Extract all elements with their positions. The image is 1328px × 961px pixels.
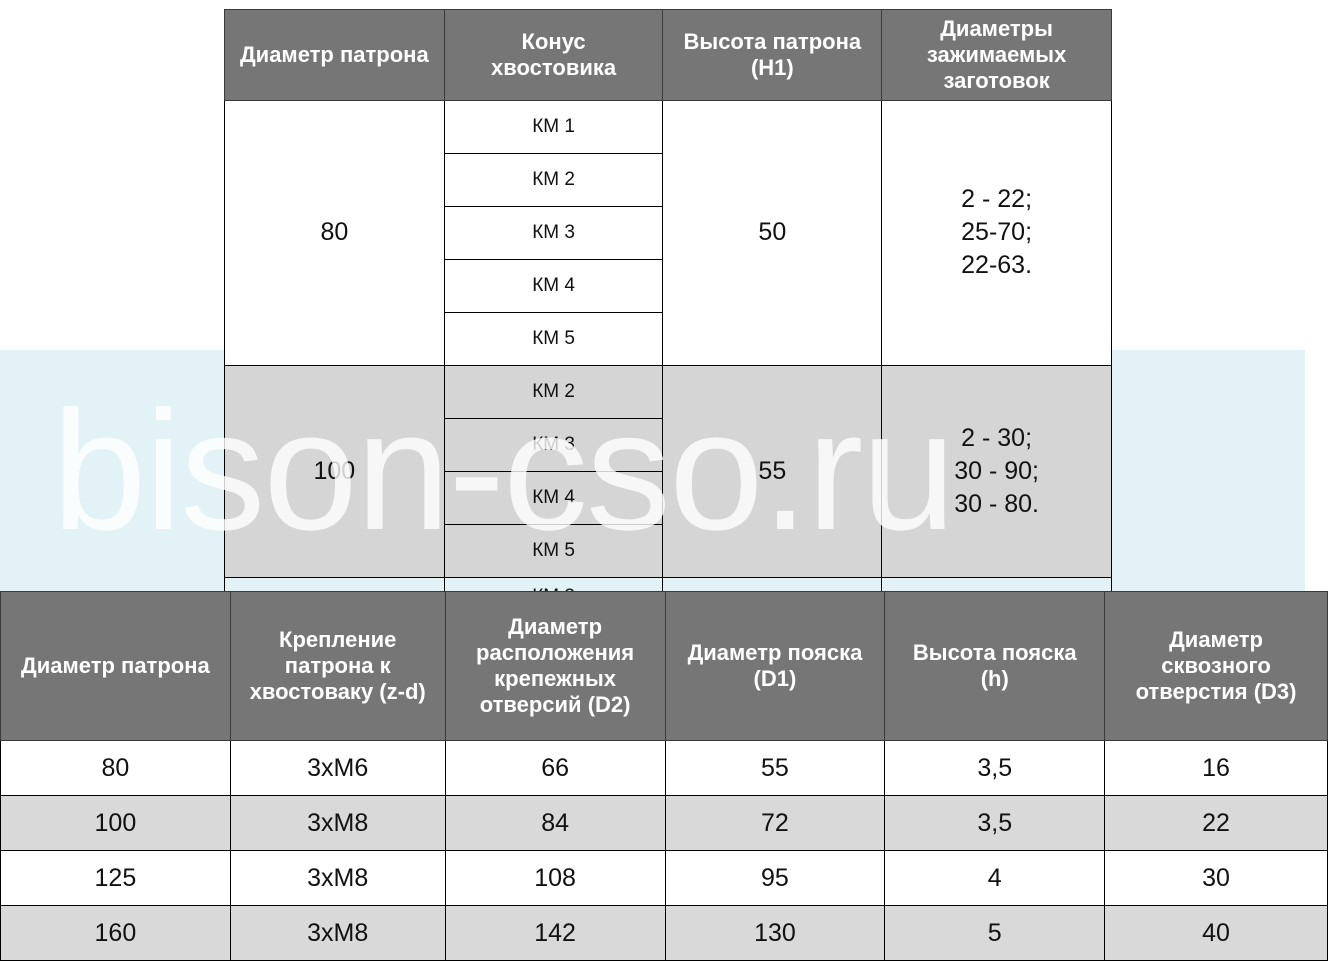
- table1-header: Диаметр патрона Конус хвостовика Высота …: [224, 9, 1112, 101]
- cone-item: КМ 3: [444, 206, 663, 260]
- table2-col-mount: Крепление патрона к хвостоваку (z-d): [229, 591, 446, 741]
- cell-d3: 16: [1104, 740, 1328, 796]
- table2-col-h-line2: (h): [980, 666, 1009, 691]
- cone-sublist: КМ 2 КМ 3 КМ 4 КМ 5: [444, 365, 663, 577]
- table2-col-h-line1: Высота пояска: [912, 640, 1077, 666]
- specification-table-2: Диаметр патрона Крепление патрона к хвос…: [0, 591, 1328, 961]
- table2-col-d3: Диаметр сквозного отверстия (D3): [1104, 591, 1328, 741]
- cell-d3: 22: [1104, 795, 1328, 851]
- cell-height: 50: [662, 99, 883, 366]
- clamp-line: 22-63.: [961, 251, 1033, 280]
- table2-header-row: Диаметр патрона Крепление патрона к хвос…: [0, 591, 1328, 741]
- table2-col-d2: Диаметр расположения крепежных отверсий …: [444, 591, 666, 741]
- table2-col-d1-line2: (D1): [753, 666, 797, 691]
- table2-col-d3-line2: сквозного: [1161, 653, 1271, 679]
- table2-header: Диаметр патрона Крепление патрона к хвос…: [0, 591, 1328, 741]
- table1-col-height-line1: Высота патрона: [683, 28, 862, 54]
- table1-col-clamp-line2: зажимаемых: [926, 41, 1067, 67]
- cell-d3: 40: [1104, 905, 1328, 961]
- cell-cone-list: КМ 1 КМ 2 КМ 3 КМ 4 КМ 5: [443, 99, 664, 366]
- table1-col-diameter: Диаметр патрона: [224, 9, 445, 101]
- cone-item: КМ 4: [444, 471, 663, 525]
- cone-sublist: КМ 1 КМ 2 КМ 3 КМ 4 КМ 5: [444, 100, 663, 365]
- cell-mount: 3xM8: [229, 905, 446, 961]
- cell-h: 3,5: [884, 795, 1106, 851]
- cone-item: КМ 4: [444, 259, 663, 313]
- specification-table-2-wrapper: Диаметр патрона Крепление патрона к хвос…: [0, 591, 1328, 961]
- table1-col-clamp: Диаметры зажимаемых заготовок: [881, 9, 1112, 101]
- table2-col-mount-line2: патрона к: [284, 653, 391, 679]
- table1-col-height: Высота патрона (H1): [662, 9, 883, 101]
- cell-clamp: 2 - 22; 25-70; 22-63.: [881, 99, 1112, 366]
- table-row: 125 3xM8 108 95 4 30: [0, 850, 1328, 906]
- cell-h: 3,5: [884, 740, 1106, 796]
- cell-d1: 72: [664, 795, 886, 851]
- cell-diameter: 80: [224, 99, 445, 366]
- cell-diameter: 80: [0, 740, 231, 796]
- cell-d2: 142: [444, 905, 666, 961]
- clamp-line: 2 - 22;: [961, 185, 1033, 214]
- cell-d3: 30: [1104, 850, 1328, 906]
- cell-h: 5: [884, 905, 1106, 961]
- cell-d2: 66: [444, 740, 666, 796]
- table2-col-d3-line3: отверстия (D3): [1135, 678, 1297, 704]
- table2-col-d2-line3: крепежных: [494, 666, 616, 691]
- clamp-line: 30 - 90;: [954, 456, 1039, 485]
- cell-d2: 84: [444, 795, 666, 851]
- cone-item: КМ 5: [532, 328, 575, 350]
- cell-height: 55: [662, 364, 883, 578]
- cell-mount: 3xM8: [229, 850, 446, 906]
- clamp-line: 30 - 80.: [954, 489, 1039, 518]
- cell-d1: 95: [664, 850, 886, 906]
- table1-col-diameter-line1: Диаметр патрона: [240, 41, 429, 67]
- table2-col-d2-line2: расположения: [476, 640, 635, 666]
- cell-mount: 3xM8: [229, 795, 446, 851]
- cone-item: КМ 2: [444, 365, 663, 419]
- table2-col-d2-line4: отверсий (D2): [479, 691, 631, 717]
- table2-col-mount-line3: хвостоваку (z-d): [249, 678, 426, 704]
- table2-col-mount-line1: Крепление: [279, 627, 397, 653]
- table-row: 160 3xM8 142 130 5 40: [0, 905, 1328, 961]
- table2-body: 80 3xM6 66 55 3,5 16 100 3xM8 84 72 3,5 …: [0, 740, 1328, 961]
- clamp-line: 2 - 30;: [961, 423, 1033, 452]
- table2-col-h: Высота пояска (h): [884, 591, 1106, 741]
- table-row: 100 КМ 2 КМ 3 КМ 4 КМ 5 55 2 - 30; 30 - …: [224, 364, 1112, 578]
- table2-col-d3-line1: Диаметр: [1169, 627, 1263, 653]
- cone-item: КМ 3: [444, 418, 663, 472]
- cone-item: КМ 1: [444, 100, 663, 154]
- table1-col-clamp-line3: заготовок: [943, 67, 1050, 93]
- table2-col-d1-line1: Диаметр пояска: [687, 640, 863, 666]
- table-row: 80 3xM6 66 55 3,5 16: [0, 740, 1328, 796]
- table1-header-row: Диаметр патрона Конус хвостовика Высота …: [224, 9, 1112, 101]
- table1-col-height-line2: (H1): [750, 54, 794, 80]
- cell-diameter: 100: [0, 795, 231, 851]
- cell-d2: 108: [444, 850, 666, 906]
- clamp-line: 25-70;: [961, 218, 1033, 247]
- cell-clamp: 2 - 30; 30 - 90; 30 - 80.: [881, 364, 1112, 578]
- cone-item: КМ 2: [444, 153, 663, 207]
- cell-d1: 130: [664, 905, 886, 961]
- table2-col-d1: Диаметр пояска (D1): [664, 591, 886, 741]
- table-row: 80 КМ 1 КМ 2 КМ 3 КМ 4 КМ 5 50 2 - 22; 2…: [224, 99, 1112, 366]
- table1-col-cone-line1: Конус: [521, 28, 586, 54]
- cell-cone-list: КМ 2 КМ 3 КМ 4 КМ 5: [443, 364, 664, 578]
- table2-col-d2-line1: Диаметр: [508, 614, 603, 640]
- table1-col-cone: Конус хвостовика: [443, 9, 664, 101]
- table1-col-cone-line2: хвостовика: [491, 54, 617, 80]
- cell-d1: 55: [664, 740, 886, 796]
- table-row: 100 3xM8 84 72 3,5 22: [0, 795, 1328, 851]
- table2-col-diameter-line1: Диаметр патрона: [21, 653, 210, 679]
- cell-diameter: 100: [224, 364, 445, 578]
- table1-col-clamp-line1: Диаметры: [940, 16, 1053, 41]
- cell-h: 4: [884, 850, 1106, 906]
- table2-col-diameter: Диаметр патрона: [0, 591, 231, 741]
- cell-diameter: 125: [0, 850, 231, 906]
- cell-diameter: 160: [0, 905, 231, 961]
- cell-mount: 3xM6: [229, 740, 446, 796]
- cone-item: КМ 5: [532, 540, 575, 562]
